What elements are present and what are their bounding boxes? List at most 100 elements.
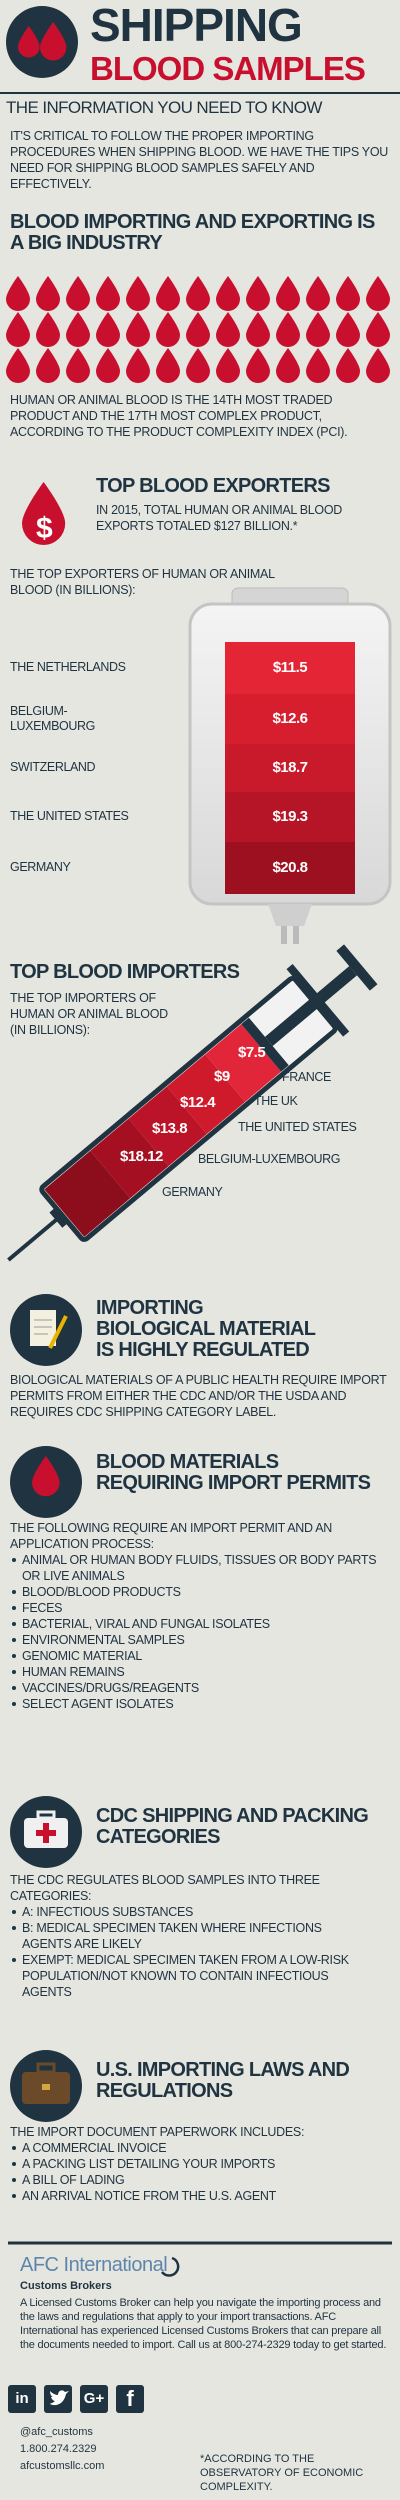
list-item-text: VACCINES/DRUGS/REAGENTS [22,1681,199,1695]
drop [126,348,150,383]
twitter-handle[interactable]: @afc_customs [20,2426,93,2438]
drop [126,276,150,311]
drop [246,276,270,311]
footnote: *ACCORDING TO THE OBSERVATORY OF ECONOMI… [200,2453,364,2493]
bag-stripe [225,642,355,694]
country-label: THE UNITED STATES [238,1120,357,1134]
drop [66,348,90,383]
list-item-text: HUMAN REMAINS [22,1665,125,1679]
bullet [12,1590,16,1594]
drop [246,348,270,383]
list-block: THE FOLLOWING REQUIRE AN IMPORT PERMIT A… [10,1520,390,1712]
drop [36,276,60,311]
drop [366,348,390,383]
list-item-text: BACTERIAL, VIRAL AND FUNGAL ISOLATES [22,1617,270,1631]
list-item: BACTERIAL, VIRAL AND FUNGAL ISOLATES [10,1616,390,1632]
bullet [12,2162,16,2166]
drop [276,312,300,347]
country-label: GERMANY [162,1185,223,1199]
plunger-rod [264,966,357,1047]
syringe-value: $13.8 [152,1120,188,1137]
drop [36,348,60,383]
drop [96,312,120,347]
drop [276,348,300,383]
drop [216,276,240,311]
needle-hub [49,1206,70,1228]
bullet [12,1654,16,1658]
list-item-text: BLOOD/BLOOD PRODUCTS [22,1585,181,1599]
list-item: SELECT AGENT ISOLATES [10,1696,390,1712]
list-item: HUMAN REMAINS [10,1664,390,1680]
company-name: AFC International [20,2254,168,2276]
bag-stripe [225,694,355,744]
list-item-text: AN ARRIVAL NOTICE FROM THE U.S. AGENT [22,2189,276,2203]
country-label: BELGIUM-LUXEMBOURG [10,704,95,733]
bag-stripe [225,842,355,894]
bullet [12,1910,16,1914]
section-heading: BLOOD MATERIALS REQUIRING IMPORT PERMITS [96,1451,371,1494]
subtitle: BLOOD SAMPLES [90,50,366,87]
fill-segment [166,1054,246,1134]
twitter-bird [50,2390,69,2406]
drop [186,348,210,383]
list: A COMMERCIAL INVOICE A PACKING LIST DETAI… [10,2140,390,2204]
paragraph: HUMAN OR ANIMAL BLOOD IS THE 14TH MOST T… [10,393,348,439]
drop [336,348,360,383]
list-item-text: ANIMAL OR HUMAN BODY FLUIDS, TISSUES OR … [22,1553,377,1583]
country-label: THE UK [254,1094,298,1108]
country-label: BELGIUM-LUXEMBOURG [198,1152,341,1166]
list-item-text: ENVIRONMENTAL SAMPLES [22,1633,185,1647]
googleplus-icon[interactable]: G+ [80,2385,108,2413]
drop [156,348,180,383]
bar-value: $18.7 [272,759,308,776]
drop [186,276,210,311]
country-label: THE NETHERLANDS [10,660,126,674]
bullet [12,1958,16,1962]
list: A: INFECTIOUS SUBSTANCES B: MEDICAL SPECI… [10,1904,370,2000]
paragraph: THE CDC REGULATES BLOOD SAMPLES INTO THR… [10,1873,320,1903]
company-tagline: Customs Brokers [20,2280,112,2292]
drop [96,276,120,311]
bag-stripe [225,744,355,792]
drop [306,276,330,311]
linkedin-icon[interactable]: in [8,2385,36,2413]
phone[interactable]: 1.800.274.2329 [20,2443,97,2455]
title: SHIPPING [90,0,303,51]
bullet [12,1638,16,1642]
drop [336,276,360,311]
list-item-text: A PACKING LIST DETAILING YOUR IMPORTS [22,2157,276,2171]
list-item: A BILL OF LADING [10,2172,390,2188]
list-item-text: FECES [22,1601,63,1615]
bag-tube [293,926,299,944]
list-item-text: A: INFECTIOUS SUBSTANCES [22,1905,194,1919]
intro: IT'S CRITICAL TO FOLLOW THE PROPER IMPOR… [10,129,388,191]
syringe-value: $7.5 [238,1044,266,1061]
list-item-text: A BILL OF LADING [22,2173,125,2187]
list-item: BLOOD/BLOOD PRODUCTS [10,1584,390,1600]
bullet [12,1702,16,1706]
list-item: ANIMAL OR HUMAN BODY FLUIDS, TISSUES OR … [10,1552,390,1584]
list-item: FECES [10,1600,390,1616]
list-block: THE CDC REGULATES BLOOD SAMPLES INTO THR… [10,1872,370,2000]
drop [366,312,390,347]
list-item-text: A COMMERCIAL INVOICE [22,2141,167,2155]
facebook-icon[interactable]: f [116,2385,144,2413]
drop [306,312,330,347]
syringe-value: $9 [214,1068,230,1085]
drop [306,348,330,383]
list-item-text: GENOMIC MATERIAL [22,1649,142,1663]
country-label: THE UNITED STATES [10,809,129,823]
drop-grid [6,276,390,383]
country-label: SWITZERLAND [10,760,96,774]
thumb-rest [336,944,378,991]
bar-value: $11.5 [272,659,308,676]
list-item: B: MEDICAL SPECIMEN TAKEN WHERE INFECTIO… [10,1920,370,1952]
fill-segment [128,1086,207,1167]
needle [7,1213,64,1262]
drop [66,312,90,347]
drop [246,312,270,347]
bullet [12,1670,16,1674]
website[interactable]: afcustomsllc.com [20,2460,105,2472]
